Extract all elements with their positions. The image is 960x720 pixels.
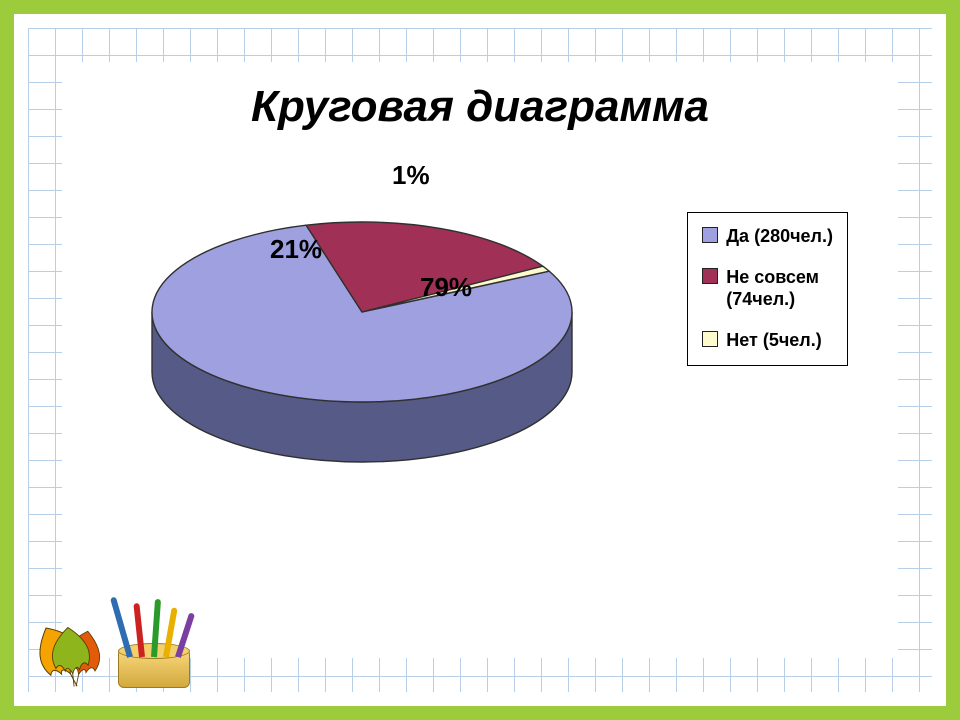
legend-swatch: [702, 331, 718, 347]
legend-label: Да (280чел.): [726, 225, 833, 248]
supplies-deco: [38, 608, 190, 688]
legend: Да (280чел.) Не совсем (74чел.) Нет (5чел.…: [687, 212, 848, 366]
pencil-icon: [133, 603, 145, 657]
legend-swatch: [702, 268, 718, 284]
legend-swatch: [702, 227, 718, 243]
leaf-icon: [41, 623, 101, 691]
legend-item: Да (280чел.): [702, 225, 833, 248]
page-title: Круговая диаграмма: [62, 82, 898, 132]
slice-label: 21%: [270, 234, 322, 265]
slice-label: 79%: [420, 272, 472, 303]
slice-label: 1%: [392, 160, 430, 191]
pencil-cup-icon: [118, 650, 190, 688]
pencil-icon: [151, 599, 161, 657]
legend-label: Нет (5чел.): [726, 329, 821, 352]
legend-item: Нет (5чел.): [702, 329, 833, 352]
pencil-icon: [163, 607, 178, 657]
legend-label: Не совсем (74чел.): [726, 266, 819, 311]
legend-item: Не совсем (74чел.): [702, 266, 833, 311]
pie-chart: 79% 21% 1%: [102, 162, 662, 507]
